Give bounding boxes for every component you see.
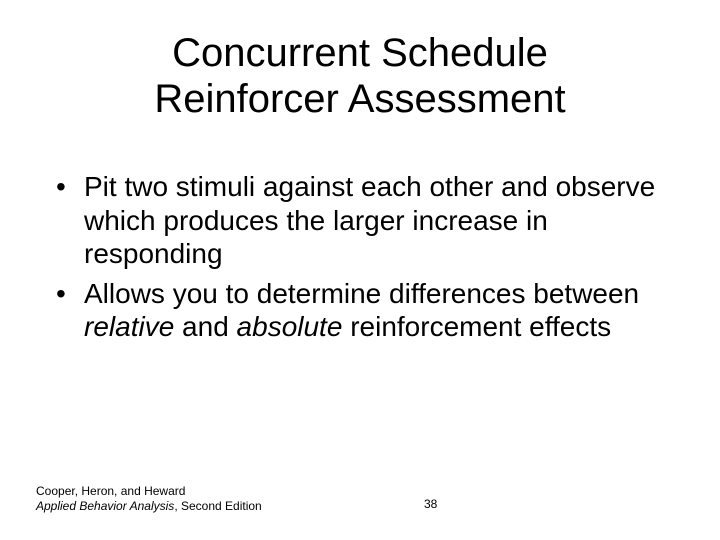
slide: { "title": { "line1": "Concurrent Schedu…	[0, 0, 720, 540]
footer-page-number: 38	[424, 497, 437, 512]
bullet-text: Pit two stimuli against each other and o…	[84, 171, 655, 269]
title-line-1: Concurrent Schedule	[172, 31, 548, 75]
footer-book-title: Applied Behavior Analysis	[36, 499, 174, 513]
footer-citation: Cooper, Heron, and Heward Applied Behavi…	[36, 484, 262, 514]
bullet-item: Pit two stimuli against each other and o…	[48, 170, 672, 271]
slide-title: Concurrent Schedule Reinforcer Assessmen…	[0, 30, 720, 122]
slide-footer: Cooper, Heron, and Heward Applied Behavi…	[36, 484, 684, 514]
footer-edition: , Second Edition	[174, 499, 261, 513]
title-line-2: Reinforcer Assessment	[154, 77, 565, 121]
bullet-em-1: relative	[84, 311, 174, 342]
bullet-list: Pit two stimuli against each other and o…	[48, 170, 672, 344]
bullet-text-after: reinforcement effects	[342, 311, 611, 342]
bullet-em-2: absolute	[237, 311, 343, 342]
bullet-item: Allows you to determine differences betw…	[48, 277, 672, 344]
footer-authors: Cooper, Heron, and Heward	[36, 484, 185, 498]
bullet-text-mid: and	[174, 311, 236, 342]
slide-body: Pit two stimuli against each other and o…	[48, 170, 672, 350]
bullet-text-before: Allows you to determine differences betw…	[84, 278, 639, 309]
